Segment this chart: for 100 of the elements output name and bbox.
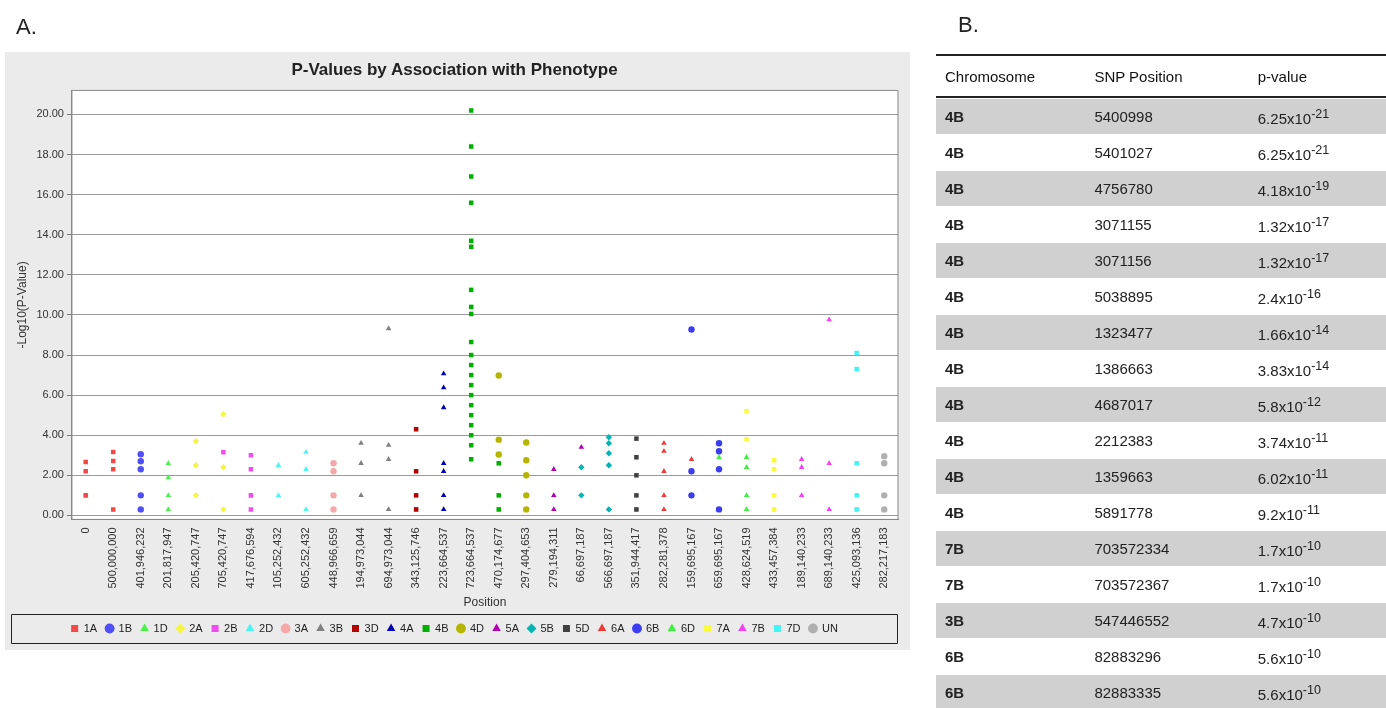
text: 3071155 xyxy=(1093,216,1153,233)
legend-label: 3B xyxy=(329,621,344,634)
x-tick-label: 0 xyxy=(78,527,91,534)
legend-label: 2A xyxy=(189,621,204,634)
x-tick-label: 282,217,183 xyxy=(877,527,890,589)
text: 1386663 xyxy=(1093,360,1154,377)
y-tick-label: 2.00 xyxy=(42,468,64,481)
x-tick-label: 566,697,187 xyxy=(601,527,614,589)
x-tick-label: 500,000,000 xyxy=(106,527,119,589)
x-tick-label: 201,817,947 xyxy=(161,527,174,589)
x-tick-label: 694,973,044 xyxy=(381,527,394,589)
x-tick-label: 689,140,233 xyxy=(822,527,835,589)
x-tick-label: 297,404,653 xyxy=(519,527,532,589)
text: 1.7x10$^{-10}$ xyxy=(1256,574,1322,595)
text: 3071156 xyxy=(1093,252,1153,269)
text: 6B xyxy=(944,648,966,665)
text: 4B xyxy=(944,468,966,485)
legend-label: 3A xyxy=(294,621,309,634)
y-tick-label: 6.00 xyxy=(42,388,64,401)
legend-label: 1A xyxy=(83,621,98,634)
x-tick-label: 66,697,187 xyxy=(574,527,587,583)
x-tick-label: 189,140,233 xyxy=(794,527,807,589)
text: 1.32x10$^{-17}$ xyxy=(1256,214,1331,235)
legend-label: 1D xyxy=(153,621,168,634)
category-label: SNP Position xyxy=(1093,67,1184,85)
text: 4B xyxy=(944,324,966,341)
legend-label: 4D xyxy=(469,621,485,634)
chart-title: P-Values by Association with Phenotype xyxy=(291,59,618,79)
text: 1.7x10$^{-10}$ xyxy=(1256,538,1322,559)
category-label: p-value xyxy=(1256,67,1308,85)
legend-label: 6B xyxy=(645,621,660,634)
text: 4B xyxy=(944,216,966,233)
x-tick-label: 470,174,677 xyxy=(491,527,504,589)
text: B. xyxy=(958,12,979,38)
x-tick-label: 282,281,378 xyxy=(656,527,669,589)
legend-label: 7D xyxy=(786,621,801,634)
legend-label: 4A xyxy=(400,621,415,634)
text: 5891778 xyxy=(1093,504,1154,521)
x-tick-label: 433,457,384 xyxy=(767,527,780,589)
y-tick-label: 0.00 xyxy=(42,508,64,521)
legend-label: 4B xyxy=(435,621,449,634)
text: A. xyxy=(16,14,37,40)
legend-label: 7A xyxy=(716,621,731,634)
text: 4B xyxy=(944,180,966,197)
y-tick-label: 18.00 xyxy=(36,147,64,160)
x-tick-label: 351,944,417 xyxy=(629,527,642,589)
text: 4B xyxy=(944,432,966,449)
text: 4B xyxy=(944,252,966,269)
x-tick-label: 723,664,537 xyxy=(464,527,477,589)
text: 5.6x10$^{-10}$ xyxy=(1256,682,1322,703)
legend-label: 5D xyxy=(575,621,590,634)
text: 9.2x10$^{-11}$ xyxy=(1256,502,1321,523)
y-tick-label: 14.00 xyxy=(36,227,64,240)
text: 4B xyxy=(944,396,966,413)
y-axis-title: -Log10(P-Value) xyxy=(14,261,29,349)
text: 4B xyxy=(944,288,966,305)
category-label: Chromosome xyxy=(944,67,1037,85)
text: 7B xyxy=(944,576,966,593)
y-tick-label: 10.00 xyxy=(36,307,64,320)
legend-label: 5B xyxy=(540,621,554,634)
legend-label: 1B xyxy=(118,621,133,634)
text: 82883296 xyxy=(1093,648,1163,665)
text: 7B xyxy=(944,540,966,557)
text: 5.8x10$^{-12}$ xyxy=(1256,394,1322,415)
text: 4.7x10$^{-10}$ xyxy=(1256,610,1322,631)
y-tick-label: 12.00 xyxy=(36,267,64,280)
text: 1359663 xyxy=(1093,468,1154,485)
x-tick-label: 343,125,746 xyxy=(409,527,422,589)
text: 5038895 xyxy=(1093,288,1154,305)
text: 703572334 xyxy=(1093,540,1171,557)
text: 547446552 xyxy=(1093,612,1171,629)
legend-label: 5A xyxy=(505,621,520,634)
x-tick-label: 605,252,432 xyxy=(299,527,312,589)
x-tick-label: 401,946,232 xyxy=(133,527,146,589)
text: 5400998 xyxy=(1093,108,1154,125)
text: 4B xyxy=(944,360,966,377)
text: 3.74x10$^{-11}$ xyxy=(1256,430,1330,451)
text: 6.02x10$^{-11}$ xyxy=(1256,466,1330,487)
text: 3B xyxy=(944,612,966,629)
text: 1.32x10$^{-17}$ xyxy=(1256,250,1331,271)
x-tick-label: 159,695,167 xyxy=(684,527,697,589)
x-tick-label: 705,420,747 xyxy=(216,527,229,589)
x-tick-label: 205,420,747 xyxy=(188,527,201,589)
legend-label: 3D xyxy=(364,621,379,634)
y-tick-label: 4.00 xyxy=(42,428,64,441)
x-tick-label: 659,695,167 xyxy=(712,527,725,589)
x-tick-label: 428,624,519 xyxy=(739,527,752,589)
x-axis-title: Position xyxy=(463,595,507,610)
x-tick-label: 105,252,432 xyxy=(271,527,284,589)
y-tick-label: 20.00 xyxy=(36,107,64,120)
x-tick-label: 425,093,136 xyxy=(849,527,862,589)
y-tick-label: 8.00 xyxy=(42,348,64,361)
x-tick-label: 417,676,594 xyxy=(243,527,256,589)
text: 5.6x10$^{-10}$ xyxy=(1256,646,1322,667)
text: 4756780 xyxy=(1093,180,1154,197)
x-tick-label: 448,966,659 xyxy=(326,527,339,589)
legend-label: UN xyxy=(821,621,838,634)
text: 4B xyxy=(944,108,966,125)
legend-label: 2B xyxy=(224,621,238,634)
text: 703572367 xyxy=(1093,576,1171,593)
